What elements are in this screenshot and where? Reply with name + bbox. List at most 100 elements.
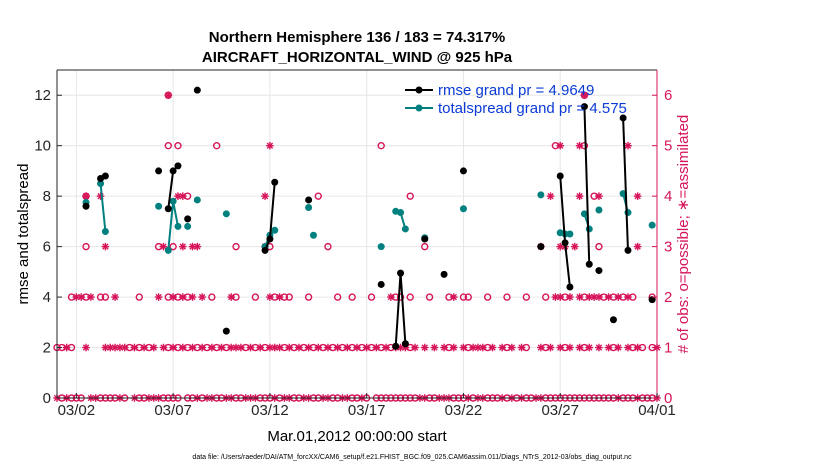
obs-possible-point: [406, 293, 414, 301]
obs-assimilated-point: [382, 343, 390, 352]
obs-assimilated-point: [198, 343, 206, 352]
obs-possible-point: [542, 293, 550, 301]
obs-possible-point: [595, 242, 603, 251]
totalspread-point: [397, 209, 405, 217]
obs-possible-point: [314, 192, 322, 200]
obs-assimilated-point: [159, 242, 168, 251]
rmse-point: [561, 239, 569, 247]
obs-assimilated-point: [285, 343, 294, 352]
obs-assimilated-point: [624, 343, 632, 352]
obs-assimilated-point: [537, 343, 545, 352]
obs-assimilated-point: [82, 192, 90, 200]
totalspread-point: [309, 231, 317, 239]
totalspread-point: [537, 191, 545, 199]
obs-assimilated-point: [624, 293, 632, 301]
x-tick-label: 03/07: [154, 402, 192, 419]
obs-assimilated-point: [82, 343, 90, 352]
obs-possible-point: [169, 242, 177, 251]
obs-assimilated-point: [164, 91, 173, 100]
obs-assimilated-point: [169, 343, 177, 352]
obs-assimilated-point: [169, 293, 177, 301]
totalspread-point: [377, 243, 385, 251]
obs-assimilated-point: [430, 343, 439, 352]
obs-assimilated-point: [614, 343, 623, 352]
obs-assimilated-point: [179, 192, 187, 200]
obs-possible-point: [483, 293, 492, 301]
obs-assimilated-point: [261, 192, 269, 200]
totalspread-point: [222, 210, 230, 218]
obs-assimilated-point: [295, 343, 303, 352]
obs-assimilated-point: [420, 343, 429, 352]
obs-assimilated-point: [198, 293, 206, 301]
obs-assimilated-point: [498, 343, 506, 352]
obs-possible-point: [459, 293, 468, 301]
obs-possible-point: [212, 141, 221, 150]
totalspread-point: [155, 202, 163, 210]
rmse-point: [266, 235, 274, 243]
rmse-line-segment: [583, 106, 591, 265]
totalspread-point: [271, 226, 279, 234]
obs-assimilated-point: [188, 242, 197, 251]
rmse-point: [174, 162, 182, 170]
obs-assimilated-point: [343, 343, 352, 352]
obs-assimilated-point: [575, 293, 584, 301]
obs-assimilated-point: [179, 242, 187, 251]
obs-assimilated-point: [275, 343, 284, 352]
rmse-point: [440, 270, 448, 278]
y-left-tick-label: 0: [43, 390, 51, 407]
obs-assimilated-point: [566, 343, 574, 352]
chart-title-line2: AIRCRAFT_HORIZONTAL_WIND @ 925 hPa: [202, 49, 513, 66]
x-tick-label: 03/02: [58, 402, 96, 419]
rmse-point: [261, 246, 269, 254]
obs-assimilated-point: [130, 343, 139, 352]
obs-assimilated-point: [595, 343, 603, 352]
totalspread-point: [585, 225, 593, 233]
obs-possible-point: [522, 293, 531, 301]
obs-possible-point: [304, 293, 313, 301]
obs-possible-point: [367, 293, 376, 301]
totalspread-point: [459, 205, 467, 213]
obs-assimilated-point: [517, 343, 526, 352]
totalspread-point: [401, 225, 409, 233]
obs-assimilated-point: [154, 293, 163, 301]
obs-possible-point: [377, 141, 385, 150]
obs-assimilated-point: [179, 343, 187, 352]
y-right-tick-label: 5: [664, 138, 672, 155]
obs-assimilated-point: [246, 343, 255, 352]
y-left-tick-label: 10: [34, 138, 51, 155]
obs-assimilated-point: [333, 343, 342, 352]
obs-assimilated-point: [304, 343, 313, 352]
obs-assimilated-point: [387, 293, 395, 301]
obs-assimilated-point: [266, 343, 274, 352]
x-tick-label: 03/12: [251, 402, 289, 419]
totalspread-point: [305, 204, 313, 212]
obs-assimilated-point: [604, 343, 613, 352]
obs-assimilated-point: [575, 343, 584, 352]
x-axis-ticks: 03/02 03/07 03/12 03/17 03/22 03/27 04/01: [58, 393, 676, 419]
obs-assimilated-point: [546, 192, 555, 200]
totalspread-point: [97, 180, 105, 188]
obs-assimilated-point: [508, 343, 516, 352]
obs-possible-point: [464, 293, 472, 301]
rmse-point: [392, 342, 400, 350]
obs-assimilated-point: [193, 242, 202, 251]
rmse-point: [619, 114, 627, 122]
obs-assimilated-point: [449, 293, 458, 301]
obs-assimilated-point: [585, 343, 594, 352]
legend-marker-spread: [415, 104, 423, 112]
totalspread-point: [580, 210, 588, 218]
rmse-point: [377, 280, 385, 288]
chart-title-line1: Northern Hemisphere 136 / 183 = 74.317%: [209, 29, 505, 46]
totalspread-point: [164, 246, 172, 254]
legend-marker-rmse: [415, 86, 423, 94]
obs-assimilated-point: [217, 343, 226, 352]
obs-assimilated-point: [556, 343, 565, 352]
rmse-point: [401, 340, 409, 348]
y-left-tick-label: 12: [34, 87, 51, 104]
y-axis-left-ticks: 0 2 4 6 8 10 12: [34, 87, 62, 407]
rmse-point: [421, 235, 429, 243]
obs-assimilated-point: [62, 343, 71, 352]
obs-assimilated-point: [140, 343, 148, 352]
y-right-tick-label: 1: [664, 340, 672, 357]
obs-assimilated-point: [575, 141, 584, 150]
